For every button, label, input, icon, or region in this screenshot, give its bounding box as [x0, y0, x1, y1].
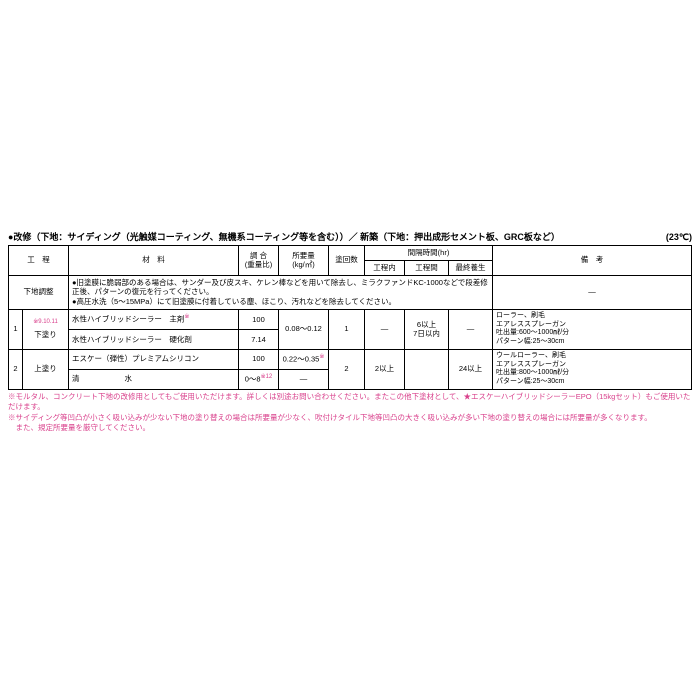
r2-amount2: —	[279, 369, 329, 389]
r1-within: —	[365, 309, 405, 349]
r1-ratio2: 7.14	[239, 330, 279, 350]
r1-cure: —	[449, 309, 493, 349]
prep-text: ●旧塗膜に脆弱部のある場合は、サンダー及び皮スキ、ケレン棒などを用いて除去し、ミ…	[69, 275, 493, 309]
th-coats: 塗回数	[329, 246, 365, 276]
th-within: 工程内	[365, 260, 405, 275]
spec-table: 工 程 材 料 調 合 (重量比) 所要量 (kg/㎡) 塗回数 間隔時間(hr…	[8, 245, 692, 390]
note-1: ※モルタル、コンクリート下地の改修用としてもご使用いただけます。詳しくは別途お問…	[8, 392, 692, 413]
r2-step: 上塗り	[23, 349, 69, 389]
footnotes: ※モルタル、コンクリート下地の改修用としてもご使用いただけます。詳しくは別途お問…	[8, 392, 692, 434]
note-3: また、規定所要量を厳守してください。	[8, 423, 692, 434]
r2-amount: 0.22～0.35※	[279, 349, 329, 369]
r2-between	[405, 349, 449, 389]
note-2: ※サイディング等凹凸が小さく吸い込みが少ない下地の塗り替えの場合は所要量が少なく…	[8, 413, 692, 424]
r2-cure: 24以上	[449, 349, 493, 389]
th-ratio: 調 合 (重量比)	[239, 246, 279, 276]
th-between: 工程間	[405, 260, 449, 275]
title-text: ●改修（下地：サイディング（光触媒コーティング、無機系コーティング等を含む））／…	[8, 230, 560, 243]
row-2a: 2 上塗り エスケー（弾性）プレミアムシリコン 100 0.22～0.35※ 2…	[9, 349, 692, 369]
r1-amount: 0.08～0.12	[279, 309, 329, 349]
r1-m1: 水性ハイブリッドシーラー 主剤※	[69, 309, 239, 329]
th-process: 工 程	[9, 246, 69, 276]
row-prep: 下地調整 ●旧塗膜に脆弱部のある場合は、サンダー及び皮スキ、ケレン棒などを用いて…	[9, 275, 692, 309]
r1-num: 1	[9, 309, 23, 349]
prep-remark: —	[493, 275, 692, 309]
row-1a: 1 ※9.10.11下塗り 水性ハイブリッドシーラー 主剤※ 100 0.08～…	[9, 309, 692, 329]
r2-m2: 清 水	[69, 369, 239, 389]
r1-coats: 1	[329, 309, 365, 349]
r2-m1: エスケー（弾性）プレミアムシリコン	[69, 349, 239, 369]
temp-label: (23℃)	[666, 232, 692, 243]
r2-coats: 2	[329, 349, 365, 389]
th-remarks: 備 考	[493, 246, 692, 276]
th-cure: 最終養生	[449, 260, 493, 275]
r2-remarks: ウールローラー、刷毛 エアレススプレーガン 吐出量:800～1000㎖/分 パタ…	[493, 349, 692, 389]
section-title: ●改修（下地：サイディング（光触媒コーティング、無機系コーティング等を含む））／…	[8, 230, 692, 243]
r1-m2: 水性ハイブリッドシーラー 硬化剤	[69, 330, 239, 350]
r2-within: 2以上	[365, 349, 405, 389]
prep-label: 下地調整	[9, 275, 69, 309]
r1-between: 6以上 7日以内	[405, 309, 449, 349]
r2-ratio2: 0～8※12	[239, 369, 279, 389]
th-material: 材 料	[69, 246, 239, 276]
r2-ratio1: 100	[239, 349, 279, 369]
r2-num: 2	[9, 349, 23, 389]
r1-ratio1: 100	[239, 309, 279, 329]
r1-remarks: ローラー、刷毛 エアレススプレーガン 吐出量:600～1000㎖/分 パターン幅…	[493, 309, 692, 349]
th-amount: 所要量 (kg/㎡)	[279, 246, 329, 276]
th-interval: 間隔時間(hr)	[365, 246, 493, 261]
r1-step: ※9.10.11下塗り	[23, 309, 69, 349]
